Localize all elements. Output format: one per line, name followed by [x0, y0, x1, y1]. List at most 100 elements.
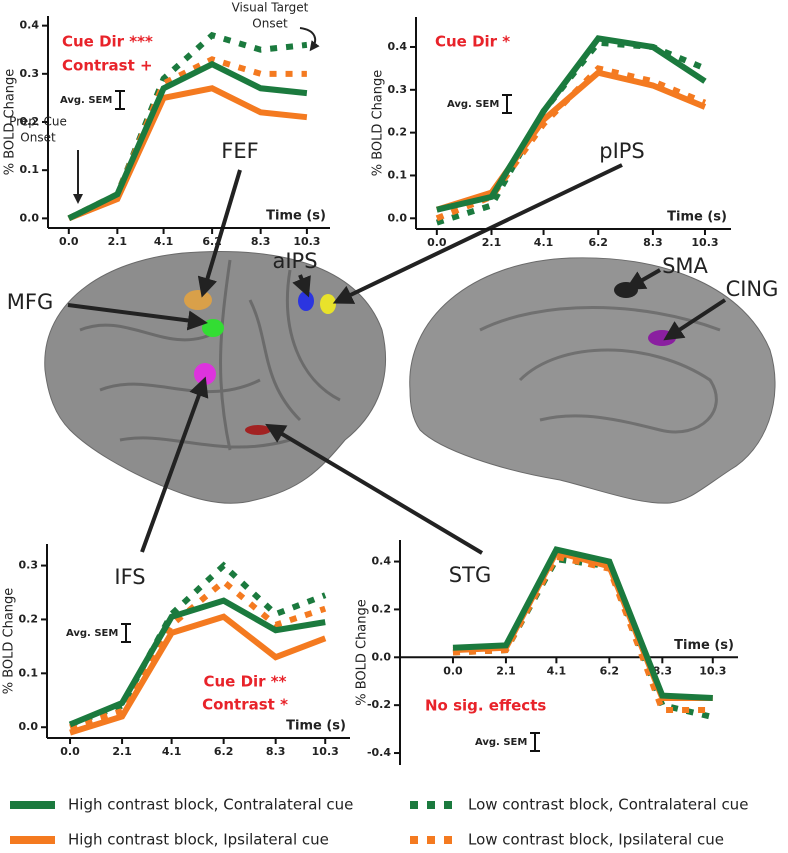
annotation: Visual Target	[232, 1, 309, 15]
x-tick-label: 4.1	[547, 664, 567, 677]
charts: 0.0 0.1 0.2 0.3 0.4 0.0 2.1 4.1 6.2 8.3 10.3 Time (…	[2, 1, 738, 765]
series-line	[69, 613, 327, 736]
legend: High contrast block, Contralateral cue Lo…	[10, 796, 748, 849]
series-line	[452, 546, 713, 701]
y-tick-label: -0.4	[367, 746, 391, 759]
series-line	[69, 561, 327, 728]
x-tick-label: 10.3	[312, 745, 339, 758]
annotation: Cue Dir ***	[62, 33, 153, 51]
x-tick-label: 8.3	[643, 236, 663, 249]
region-label: SMA	[662, 254, 708, 278]
region-label: STG	[449, 563, 491, 587]
y-tick-label: 0.0	[388, 211, 408, 224]
y-tick-label: 0.2	[372, 602, 392, 615]
y-tick-label: 0.4	[372, 555, 392, 568]
legend-label: High contrast block, Ipsilateral cue	[68, 831, 329, 849]
sem-bar	[115, 90, 125, 110]
series-line	[452, 553, 713, 713]
y-tick-label: 0.1	[388, 168, 408, 181]
legend-label: Low contrast block, Contralateral cue	[468, 796, 748, 814]
x-tick-label: 2.1	[112, 745, 132, 758]
x-tick-label: 2.1	[496, 664, 516, 677]
annotation: Contrast *	[202, 696, 288, 714]
line-chart: -0.4 -0.2 0.0 0.2 0.4 0.0 2.1 4.1 6.2 8.3 10.3 Time…	[355, 540, 738, 765]
series-line	[435, 69, 707, 213]
sem-label: Avg. SEM	[447, 99, 499, 110]
x-tick-label: 8.3	[251, 235, 271, 248]
series-line	[67, 56, 307, 222]
y-tick-label: 0.4	[388, 40, 408, 53]
y-axis-label: % BOLD Change	[371, 70, 386, 177]
x-axis-label: Time (s)	[286, 719, 346, 734]
x-tick-label: 2.1	[108, 235, 128, 248]
annotation: Contrast +	[62, 57, 153, 75]
sem-label: Avg. SEM	[475, 737, 527, 748]
x-tick-label: 0.0	[60, 745, 80, 758]
y-tick-label: 0.0	[20, 211, 40, 224]
x-tick-label: 6.2	[214, 745, 234, 758]
x-tick-label: 6.2	[600, 664, 620, 677]
sem-bar	[121, 623, 131, 643]
x-axis-label: Time (s)	[667, 210, 727, 225]
x-tick-label: 6.2	[588, 236, 608, 249]
legend-label: Low contrast block, Ipsilateral cue	[468, 831, 724, 849]
sem-label: Avg. SEM	[66, 628, 118, 639]
medial-brain	[409, 257, 776, 504]
y-tick-label: -0.2	[367, 698, 391, 711]
y-tick-label: 0.4	[20, 19, 40, 32]
y-tick-label: 0.3	[388, 83, 408, 96]
x-axis-label: Time (s)	[266, 209, 326, 224]
x-tick-label: 0.0	[59, 235, 79, 248]
series-line	[67, 85, 308, 222]
line-chart: 0.0 0.1 0.2 0.3 0.4 0.0 2.1 4.1 6.2 8.3 10.3 Time (…	[3, 1, 330, 248]
x-tick-label: 8.3	[266, 745, 286, 758]
region-labels: FEF MFG aIPS pIPS SMA CING IFS STG	[7, 139, 779, 589]
region-label: IFS	[114, 565, 145, 589]
x-tick-label: 0.0	[443, 664, 463, 677]
region-label: aIPS	[272, 249, 317, 273]
region-label: FEF	[221, 139, 258, 163]
series-line	[436, 35, 707, 213]
x-tick-label: 4.1	[154, 235, 174, 248]
x-tick-label: 10.3	[293, 235, 320, 248]
y-tick-label: 0.2	[20, 115, 40, 128]
annotation: Onset	[20, 131, 56, 145]
annotation: Cue Dir **	[204, 673, 287, 691]
region-label: MFG	[7, 290, 53, 314]
y-tick-label: 0.2	[388, 126, 408, 139]
sem-label: Avg. SEM	[60, 95, 112, 106]
legend-label: High contrast block, Contralateral cue	[68, 796, 353, 814]
y-tick-label: 0.0	[372, 650, 392, 663]
annotation: No sig. effects	[425, 697, 546, 715]
line-chart: 0.0 0.1 0.2 0.3 0.0 2.1 4.1 6.2 8.3 10.3 Time (s)%…	[2, 544, 350, 758]
y-tick-label: 0.2	[19, 612, 39, 625]
y-tick-label: 0.1	[19, 666, 39, 679]
x-tick-label: 10.3	[691, 236, 718, 249]
annotation: Cue Dir *	[435, 33, 510, 51]
y-tick-label: 0.3	[20, 67, 40, 80]
series-line	[67, 60, 308, 222]
line-chart: 0.0 0.1 0.2 0.3 0.4 0.0 2.1 4.1 6.2 8.3 10.3 Time (…	[371, 17, 731, 249]
x-tick-label: 0.0	[427, 236, 447, 249]
series-line	[68, 597, 326, 728]
series-line	[67, 31, 308, 222]
x-tick-label: 2.1	[482, 236, 502, 249]
x-tick-label: 8.3	[653, 664, 673, 677]
annotation: Onset	[252, 17, 288, 31]
y-tick-label: 0.0	[19, 720, 39, 733]
annotation-arrow	[299, 27, 320, 52]
region-arrows	[67, 163, 727, 555]
sem-bar	[502, 94, 512, 114]
sem-bar	[530, 732, 540, 752]
x-tick-label: 4.1	[162, 745, 182, 758]
region-label: pIPS	[599, 139, 645, 163]
region-label: CING	[726, 277, 779, 301]
y-tick-label: 0.1	[20, 163, 40, 176]
annotation: Prep. Cue	[9, 115, 67, 129]
series-line	[452, 548, 713, 701]
y-axis-label: % BOLD Change	[355, 599, 370, 706]
x-tick-label: 10.3	[699, 664, 726, 677]
x-tick-label: 6.2	[202, 235, 222, 248]
x-axis-label: Time (s)	[674, 638, 734, 653]
